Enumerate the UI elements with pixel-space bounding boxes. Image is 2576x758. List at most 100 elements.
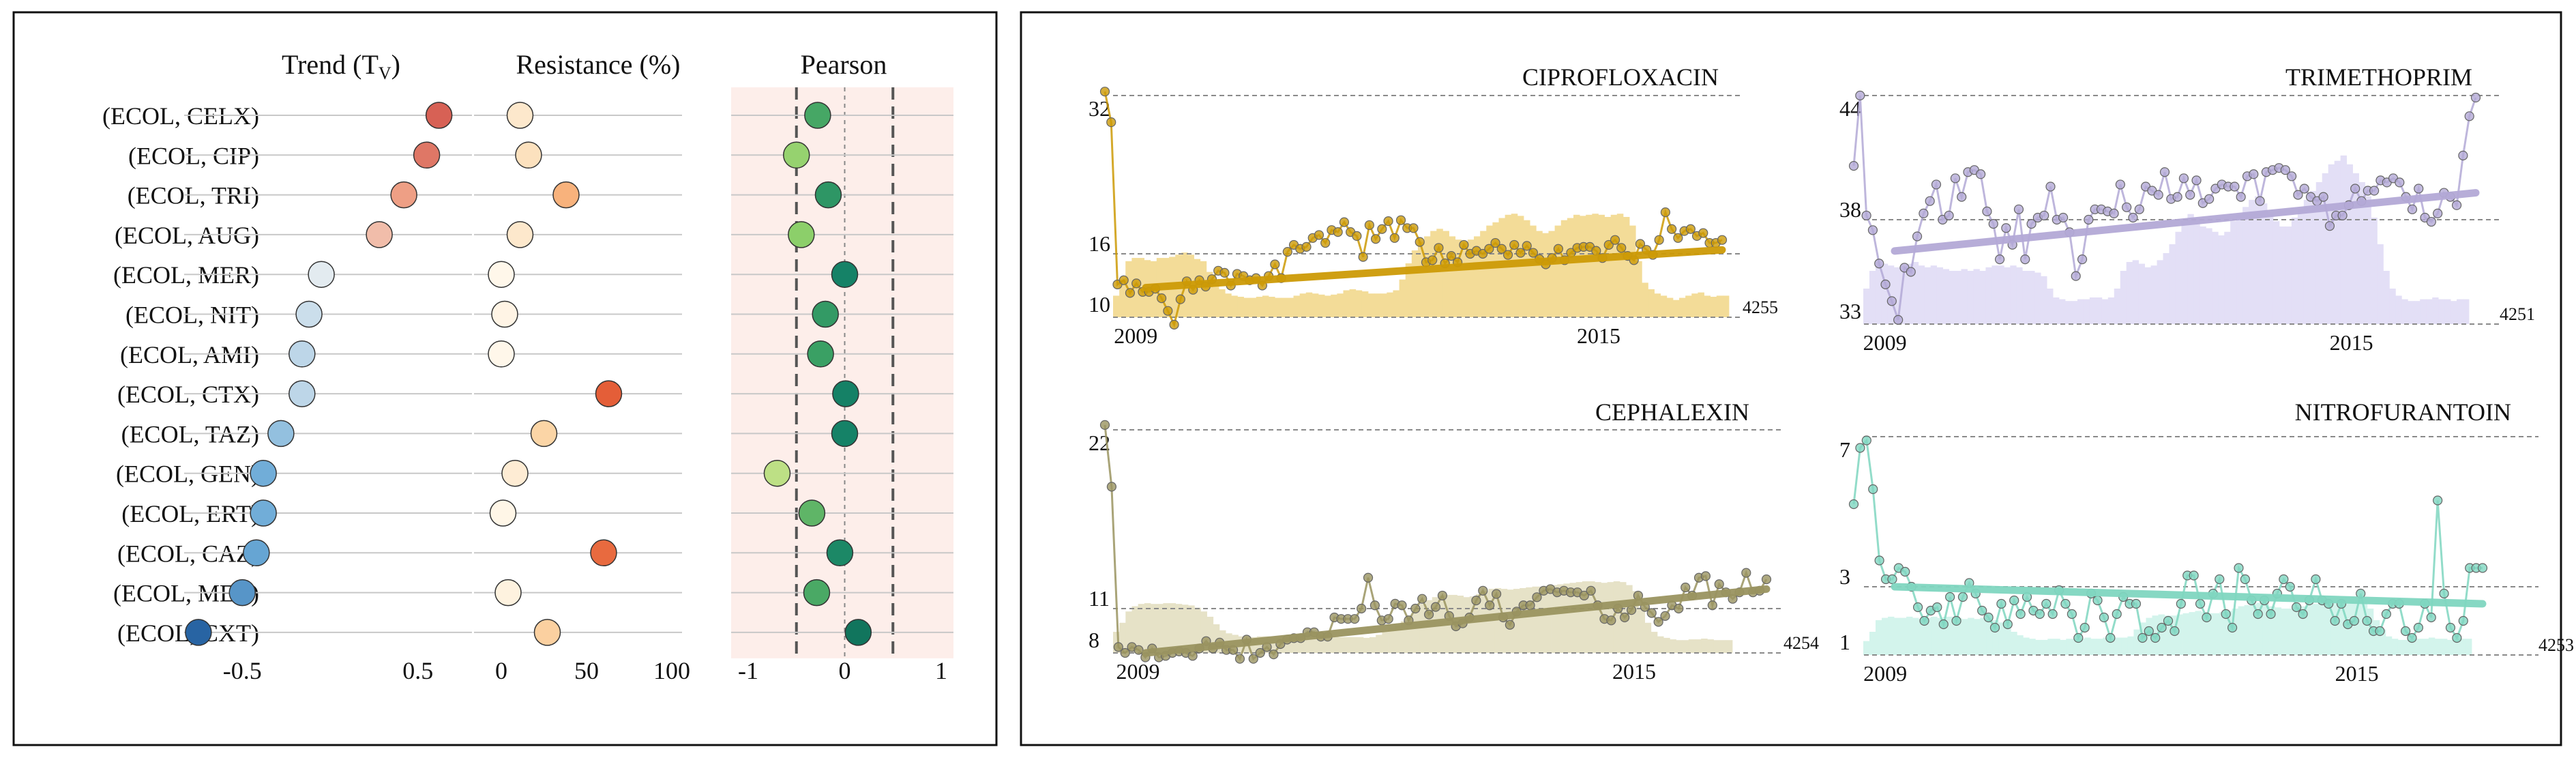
volume-bar — [1294, 635, 1301, 653]
volume-bar — [1682, 640, 1689, 653]
volume-bar — [1863, 641, 1870, 655]
volume-bar — [2360, 602, 2368, 655]
volume-bar — [2158, 614, 2165, 655]
volume-bar — [2077, 299, 2084, 324]
volume-bar — [1393, 290, 1400, 317]
volume-bar — [2403, 639, 2411, 655]
volume-bar — [2107, 297, 2115, 324]
series-point — [2172, 192, 2182, 202]
volume-bar — [2181, 221, 2188, 324]
series-point — [1912, 602, 1923, 613]
volume-bar — [2383, 270, 2390, 324]
y-tick-label: 33 — [1839, 299, 1861, 323]
volume-bar — [1670, 639, 1676, 653]
pearson-dot — [826, 539, 854, 567]
series-point — [2060, 598, 2071, 609]
volume-bar — [2035, 639, 2042, 655]
series-point — [1187, 651, 1198, 661]
volume-bar — [1650, 632, 1658, 653]
volume-bar — [2195, 611, 2202, 655]
volume-bar — [1716, 295, 1723, 317]
series-point — [2266, 609, 2276, 619]
pearson-panel-title: Pearson — [801, 49, 887, 80]
volume-bar — [2272, 221, 2280, 324]
series-point — [1977, 605, 1987, 616]
series-point — [2458, 615, 2468, 626]
series-point — [1660, 207, 1670, 218]
volume-bar — [1194, 607, 1201, 653]
volume-bar — [1301, 635, 1307, 653]
series-point — [1982, 206, 1992, 216]
series-point — [1301, 242, 1312, 252]
volume-bar — [1937, 617, 1944, 655]
pearson-dot — [798, 499, 826, 527]
volume-bar — [2126, 261, 2133, 324]
series-point — [2077, 254, 2088, 265]
volume-bar — [2071, 301, 2078, 324]
volume-bar — [1119, 279, 1126, 317]
volume-bar — [1560, 220, 1568, 317]
volume-bar — [1942, 269, 1949, 324]
series-point — [1887, 574, 1897, 585]
volume-bar — [2285, 226, 2292, 324]
table-row: (ECOL, AMI) — [120, 340, 953, 368]
volume-bar — [1974, 619, 1981, 655]
volume-bar — [2457, 299, 2463, 324]
volume-bar — [2230, 221, 2237, 324]
volume-bar — [2054, 639, 2060, 655]
volume-bar — [1157, 604, 1164, 653]
resistance-dot — [590, 539, 617, 567]
series-point — [2204, 194, 2215, 204]
volume-bar — [2371, 217, 2378, 324]
series-point — [2395, 177, 2405, 188]
volume-bar — [1424, 236, 1431, 317]
count-label: 4253 — [2538, 635, 2574, 655]
trend-dot — [250, 499, 277, 527]
series-point — [1906, 267, 1916, 277]
volume-bar — [2127, 636, 2134, 655]
volume-bar — [1131, 606, 1139, 653]
series-point — [2299, 184, 2309, 194]
trend-line — [1142, 585, 1771, 657]
series-point — [1478, 585, 1488, 596]
series-point — [1714, 579, 1724, 589]
volume-bar — [2434, 639, 2442, 655]
volume-bar — [2144, 267, 2151, 324]
series-point — [1957, 592, 1968, 602]
series-point — [2041, 598, 2052, 609]
panel-title: TRIMETHOPRIM — [2285, 63, 2472, 91]
series-point — [2280, 165, 2290, 175]
table-row: (ECOL, MER) — [113, 261, 953, 289]
volume-bar — [1357, 637, 1364, 653]
volume-bar — [1455, 239, 1462, 317]
volume-bar — [2072, 639, 2079, 655]
volume-bar — [1461, 242, 1468, 317]
volume-bar — [2041, 276, 2047, 324]
volume-bar — [1299, 293, 1307, 317]
series-point — [2067, 609, 2077, 619]
pearson-tick-label: 0 — [839, 657, 851, 684]
table-row: (ECOL, TRI) — [128, 181, 953, 209]
series-point — [1707, 600, 1717, 611]
volume-bar — [1513, 589, 1520, 653]
series-point — [1532, 592, 1542, 602]
series-point — [1163, 306, 1173, 316]
series-point — [2255, 196, 2265, 206]
volume-bar — [2287, 609, 2294, 655]
table-row: (ECOL, ERT) — [121, 499, 953, 527]
volume-bar — [1660, 295, 1668, 317]
table-row: (ECOL, MEC) — [113, 579, 953, 607]
volume-bar — [1474, 236, 1481, 317]
volume-bar — [2420, 299, 2427, 324]
volume-bar — [1119, 622, 1126, 653]
series-point — [2293, 190, 2303, 200]
volume-bar — [1931, 616, 1938, 655]
count-label: 4255 — [1743, 297, 1778, 317]
volume-bar — [1955, 270, 1961, 324]
volume-bar — [2391, 639, 2399, 655]
volume-bar — [2103, 637, 2109, 655]
volume-bar — [2334, 160, 2341, 324]
volume-bar — [1980, 617, 1987, 655]
volume-bar — [2132, 260, 2140, 324]
